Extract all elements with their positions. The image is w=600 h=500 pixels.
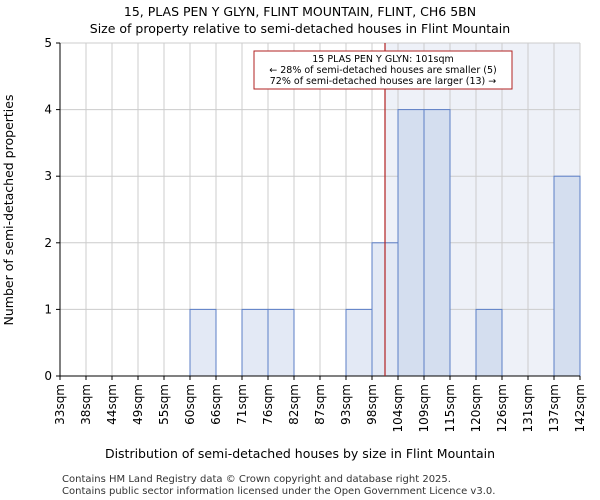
- y-tick-label: 1: [44, 302, 52, 316]
- y-tick-label: 3: [44, 169, 52, 183]
- x-tick-label: 104sqm: [391, 384, 405, 432]
- y-tick-label: 5: [44, 36, 52, 50]
- annotation-line-3: 72% of semi-detached houses are larger (…: [270, 76, 497, 87]
- x-tick-label: 60sqm: [183, 384, 197, 425]
- x-tick-label: 109sqm: [417, 384, 431, 432]
- x-axis-label: Distribution of semi-detached houses by …: [105, 446, 495, 461]
- annotation-box: [253, 50, 513, 90]
- x-tick-label: 115sqm: [443, 384, 457, 432]
- y-axis-label: Number of semi-detached properties: [1, 95, 16, 326]
- bar-109sqm: [423, 109, 451, 377]
- bar-60sqm: [189, 308, 217, 377]
- x-tick-label: 76sqm: [261, 384, 275, 425]
- annotation-line-2: ← 28% of semi-detached houses are smalle…: [269, 65, 497, 76]
- x-tick-label: 131sqm: [521, 384, 535, 432]
- x-tick-label: 33sqm: [53, 384, 67, 425]
- x-tick-label: 44sqm: [105, 384, 119, 425]
- x-tick-label: 120sqm: [469, 384, 483, 432]
- x-tick-label: 87sqm: [313, 384, 327, 425]
- x-tick-label: 38sqm: [79, 384, 93, 425]
- chart-subtitle: Size of property relative to semi-detach…: [90, 21, 510, 36]
- footer-line-2: Contains public sector information licen…: [62, 486, 495, 497]
- y-tick-label: 2: [44, 236, 52, 250]
- bar-93sqm: [345, 308, 373, 377]
- plot-area: 0 1 2 3 4 5 33sqm 38sqm 44sqm 49sqm 55sqm 60sqm 66sq…: [44, 36, 587, 432]
- x-tick-label: 66sqm: [209, 384, 223, 425]
- y-tick-label: 0: [44, 369, 52, 383]
- x-tick-label: 126sqm: [495, 384, 509, 432]
- y-tick-label: 4: [44, 103, 52, 117]
- bar-104sqm: [397, 109, 425, 377]
- x-tick-label: 82sqm: [287, 384, 301, 425]
- bar-76sqm: [267, 308, 295, 377]
- bar-71sqm: [241, 308, 269, 377]
- x-tick-label: 137sqm: [547, 384, 561, 432]
- chart-title: 15, PLAS PEN Y GLYN, FLINT MOUNTAIN, FLI…: [124, 4, 476, 19]
- bar-137sqm: [553, 175, 581, 377]
- bar-120sqm: [475, 308, 503, 377]
- x-tick-label: 93sqm: [339, 384, 353, 425]
- annotation-line-1: 15 PLAS PEN Y GLYN: 101sqm: [312, 54, 453, 65]
- x-tick-label: 98sqm: [365, 384, 379, 425]
- x-tick-label: 142sqm: [573, 384, 587, 432]
- x-tick-label: 55sqm: [157, 384, 171, 425]
- x-tick-label: 49sqm: [131, 384, 145, 425]
- footer-line-1: Contains HM Land Registry data © Crown c…: [62, 474, 451, 485]
- x-tick-label: 71sqm: [235, 384, 249, 425]
